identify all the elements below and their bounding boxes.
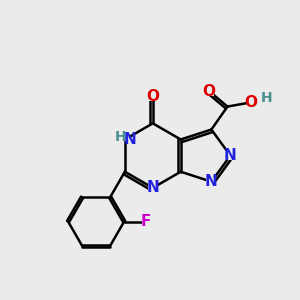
Text: N: N [224,148,237,163]
Text: H: H [115,130,127,144]
Text: H: H [261,91,272,105]
Text: O: O [146,89,159,104]
Text: O: O [244,95,257,110]
FancyBboxPatch shape [204,87,214,96]
FancyBboxPatch shape [206,177,216,186]
Text: O: O [203,84,216,99]
FancyBboxPatch shape [248,98,264,107]
FancyBboxPatch shape [142,217,151,226]
FancyBboxPatch shape [111,131,129,141]
FancyBboxPatch shape [262,94,271,103]
Text: N: N [124,132,136,147]
Text: F: F [141,214,151,229]
Text: N: N [146,180,159,195]
FancyBboxPatch shape [226,151,235,160]
FancyBboxPatch shape [148,183,158,192]
Text: N: N [205,174,218,189]
FancyBboxPatch shape [148,92,158,101]
